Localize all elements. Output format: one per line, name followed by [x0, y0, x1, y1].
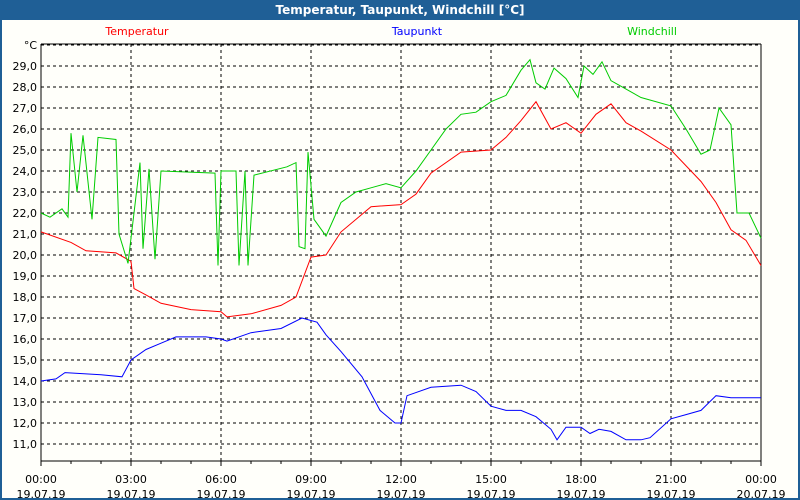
- y-tick-label: 27,0: [13, 102, 38, 115]
- y-axis-unit: °C: [24, 39, 38, 52]
- y-tick-label: 23,0: [13, 186, 38, 199]
- x-tick-date: 20.07.19: [737, 488, 786, 498]
- series-line-taupunkt: [40, 317, 761, 441]
- y-tick-label: 14,0: [13, 375, 38, 388]
- y-tick-label: 11,0: [13, 438, 38, 451]
- x-tick-date: 19.07.19: [557, 488, 606, 498]
- x-tick-date: 19.07.19: [287, 488, 336, 498]
- y-tick-label: 24,0: [13, 165, 38, 178]
- legend-windchill: Windchill: [627, 25, 677, 38]
- y-tick-label: 18,0: [13, 291, 38, 304]
- y-tick-label: 28,0: [13, 81, 38, 94]
- y-tick-label: 21,0: [13, 228, 38, 241]
- x-tick-date: 19.07.19: [107, 488, 156, 498]
- x-tick-time: 00:00: [25, 473, 57, 486]
- x-tick-date: 19.07.19: [377, 488, 426, 498]
- y-tick-label: 26,0: [13, 123, 38, 136]
- y-tick-label: 25,0: [13, 144, 38, 157]
- x-tick-time: 06:00: [205, 473, 237, 486]
- x-tick-time: 18:00: [565, 473, 597, 486]
- x-tick-date: 19.07.19: [467, 488, 516, 498]
- x-tick-time: 12:00: [385, 473, 417, 486]
- x-tick-time: 03:00: [115, 473, 147, 486]
- y-tick-label: 12,0: [13, 417, 38, 430]
- line-chart: °C 29,0 28,0 27,0 26,0 25,0 24,0 23,0 22,0 21,0 20…: [13, 25, 786, 498]
- x-tick-time: 21:00: [655, 473, 687, 486]
- x-tick-time: 09:00: [295, 473, 327, 486]
- x-tick-time: 15:00: [475, 473, 507, 486]
- y-tick-label: 17,0: [13, 312, 38, 325]
- chart-area: °C 29,0 28,0 27,0 26,0 25,0 24,0 23,0 22,0 21,0 20…: [2, 20, 798, 498]
- series-line-temperatur: [40, 100, 762, 318]
- window-title: Temperatur, Taupunkt, Windchill [°C]: [0, 0, 800, 20]
- x-tick-date: 19.07.19: [647, 488, 696, 498]
- x-tick-date: 19.07.19: [17, 488, 66, 498]
- x-tick-date: 19.07.19: [197, 488, 246, 498]
- y-tick-label: 16,0: [13, 333, 38, 346]
- y-tick-label: 19,0: [13, 270, 38, 283]
- legend-taupunkt: Taupunkt: [391, 25, 443, 38]
- y-tick-label: 13,0: [13, 396, 38, 409]
- x-tick-time: 00:00: [745, 473, 777, 486]
- series-line-windchill: [40, 58, 762, 266]
- y-tick-label: 29,0: [13, 60, 38, 73]
- y-tick-label: 20,0: [13, 249, 38, 262]
- y-tick-label: 22,0: [13, 207, 38, 220]
- y-tick-label: 15,0: [13, 354, 38, 367]
- legend-temperatur: Temperatur: [104, 25, 169, 38]
